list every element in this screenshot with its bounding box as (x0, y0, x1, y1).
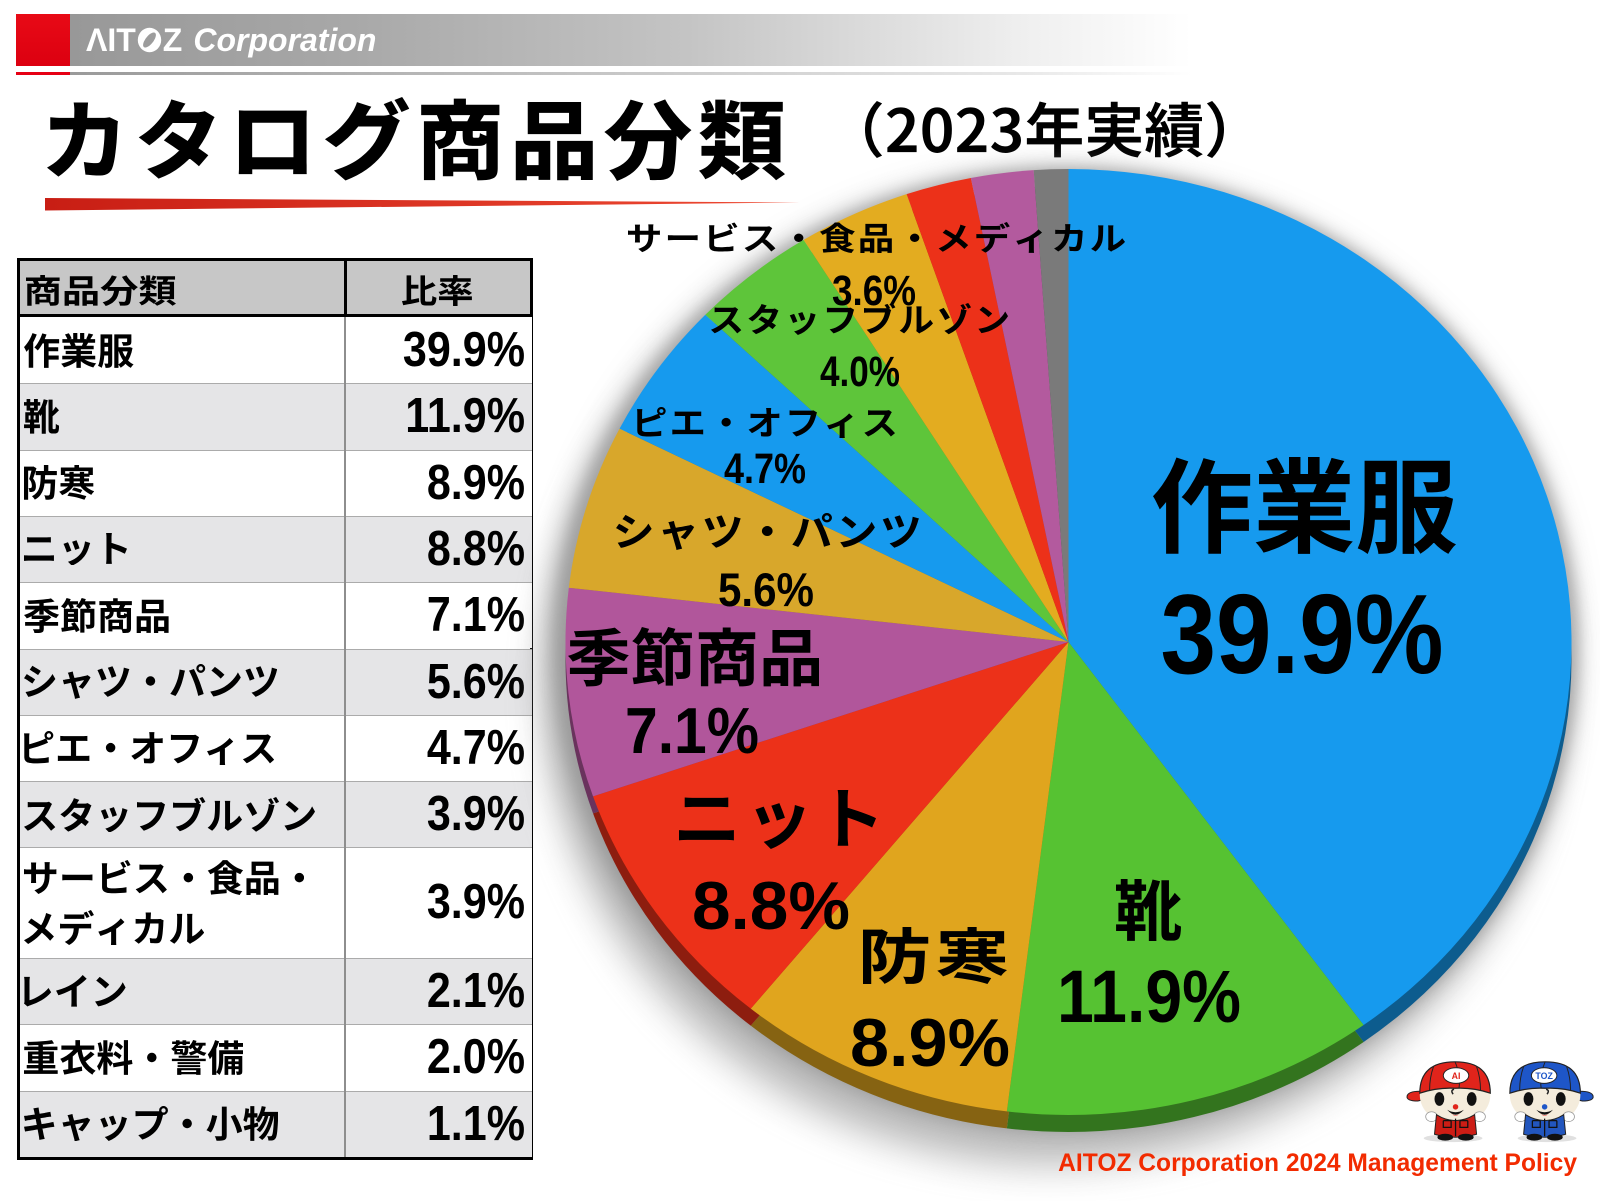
svg-text:3.6%: 3.6% (832, 267, 916, 315)
svg-text:7.1%: 7.1% (625, 694, 759, 767)
svg-text:8.8%: 8.8% (692, 868, 850, 944)
svg-text:5.6%: 5.6% (718, 563, 814, 616)
svg-text:11.9%: 11.9% (1057, 955, 1241, 1038)
svg-text:TOZ: TOZ (1535, 1071, 1553, 1081)
svg-text:8.9%: 8.9% (850, 1005, 1010, 1081)
svg-text:4.7%: 4.7% (724, 445, 806, 493)
svg-text:39.9%: 39.9% (1161, 571, 1444, 697)
svg-text:4.0%: 4.0% (820, 348, 900, 396)
svg-text:AI: AI (1452, 1071, 1461, 1081)
